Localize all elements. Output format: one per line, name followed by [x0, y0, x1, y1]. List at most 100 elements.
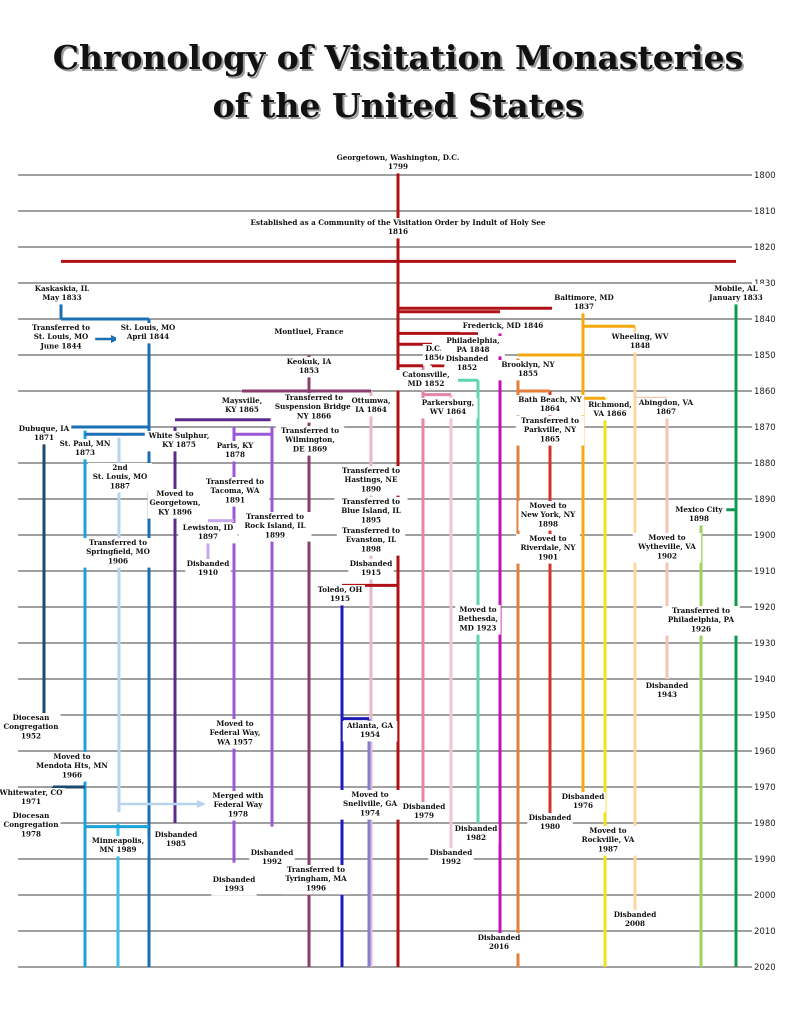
label-line: 1891: [225, 495, 245, 504]
monastery-label-54: Merged with Federal Way 1978: [213, 791, 265, 818]
monastery-label-30: Transferred to Hastings, NE 1890: [342, 466, 400, 493]
label-line: 1915: [361, 568, 381, 577]
label-line: 1985: [166, 839, 186, 848]
monastery-label-50: Atlanta, GA 1954: [346, 721, 394, 739]
label-line: Wilmington,: [284, 435, 335, 444]
label-line: Federal Way,: [210, 728, 261, 737]
label-bg-38: [336, 526, 406, 556]
monastery-label-28: Transferred to Wilmington, DE 1869: [281, 426, 339, 453]
label-line: 2nd: [112, 463, 127, 472]
label-line: Keokuk, IA: [287, 357, 332, 366]
label-line: 1974: [360, 808, 380, 817]
label-bg-9: [459, 321, 547, 333]
label-line: Tyringham, MA: [285, 874, 347, 883]
label-line: White Sulphur,: [148, 431, 210, 440]
monastery-label-39: Transferred to Springfield, MO 1906: [86, 538, 150, 565]
label-bg-30: [336, 466, 406, 496]
label-line: NY 1866: [297, 411, 331, 420]
monastery-label-18: Transferred to Suspension Bridge, NY 1866: [275, 393, 353, 420]
label-line: 2016: [489, 942, 509, 951]
label-bg-53: [1, 811, 61, 841]
label-line: 1867: [656, 407, 676, 416]
monastery-label-67: Disbanded 2008: [614, 910, 657, 928]
label-line: 1852: [457, 363, 477, 372]
monastery-label-25: St. Paul, MN 1873: [60, 439, 111, 457]
label-line: Richmond,: [588, 400, 631, 409]
label-line: 1855: [518, 369, 538, 378]
label-line: MD 1852: [408, 379, 445, 388]
label-bg-25: [55, 439, 115, 460]
label-line: Mendota Hts, MN: [36, 761, 108, 770]
monastery-label-26: White Sulphur, KY 1875: [148, 431, 210, 449]
label-bg-11: [441, 336, 505, 357]
monastery-label-45: Moved to Bethesda, MD 1923: [458, 605, 498, 632]
label-bg-18: [270, 393, 358, 423]
label-bg-23: [636, 398, 696, 419]
label-line: Catonsville,: [402, 370, 449, 379]
label-line: Parkersburg,: [422, 398, 475, 407]
year-tick-1880: 1880: [754, 459, 776, 469]
label-bg-6: [552, 293, 616, 314]
label-line: 1899: [265, 530, 285, 539]
monastery-label-29: 2nd St. Louis, MO 1887: [93, 463, 148, 490]
label-line: Evanston, IL: [346, 535, 396, 544]
monastery-label-16: Parkersburg, WV 1864: [422, 398, 475, 416]
year-tick-1930: 1930: [754, 639, 776, 649]
monastery-label-23: Abingdon, VA 1867: [638, 398, 694, 416]
label-bg-34: [518, 501, 578, 531]
label-bg-60: [88, 836, 148, 857]
label-line: 1952: [21, 731, 41, 740]
label-bg-15: [396, 370, 456, 391]
monastery-label-14: Brooklyn, NY 1855: [501, 360, 555, 378]
label-line: Congregation: [4, 722, 60, 731]
label-line: Disbanded: [646, 681, 689, 690]
label-line: Federal Way: [214, 800, 264, 809]
label-line: 1915: [330, 594, 350, 603]
monastery-label-68: Disbanded 2016: [478, 933, 521, 951]
label-line: KY 1865: [225, 405, 259, 414]
year-tick-1810: 1810: [754, 207, 776, 217]
label-line: 1887: [110, 481, 130, 490]
label-bg-1: [230, 218, 566, 239]
label-line: Transferred to: [342, 526, 400, 535]
year-tick-1840: 1840: [754, 315, 776, 325]
monastery-label-63: Disbanded 1992: [251, 848, 294, 866]
label-bg-35: [671, 505, 727, 526]
label-line: Transferred to: [281, 426, 339, 435]
label-line: 2008: [625, 919, 645, 928]
monastery-label-47: Disbanded 1943: [646, 681, 689, 699]
year-tick-1990: 1990: [754, 855, 776, 865]
label-line: Disbanded: [403, 802, 446, 811]
label-bg-63: [249, 848, 295, 869]
label-bg-10: [422, 344, 446, 365]
label-bg-42: [185, 559, 231, 580]
label-bg-40: [516, 534, 580, 564]
monastery-label-33: Transferred to Blue Island, IL 1895: [341, 497, 401, 524]
monastery-label-55: Moved to Snellville, GA 1974: [343, 790, 398, 817]
label-line: KY 1896: [158, 507, 192, 516]
monastery-label-41: Moved to Wytheville, VA 1902: [637, 533, 696, 560]
label-line: 1901: [538, 552, 558, 561]
label-line: St. Louis, MO: [121, 323, 176, 332]
label-line: Springfield, MO: [86, 547, 150, 556]
label-line: PA 1848: [457, 345, 490, 354]
label-line: St. Paul, MN: [60, 439, 111, 448]
label-bg-0: [331, 153, 465, 174]
year-tick-2000: 2000: [754, 891, 776, 901]
label-line: Georgetown, Washington, D.C.: [337, 153, 460, 162]
label-line: Transferred to: [206, 477, 264, 486]
label-line: DE 1869: [293, 444, 327, 453]
label-line: Disbanded: [430, 848, 473, 857]
label-line: 1926: [691, 624, 711, 633]
label-bg-44: [315, 585, 365, 606]
label-bg-50: [342, 721, 398, 742]
label-line: 1895: [361, 515, 381, 524]
label-line: Georgetown,: [150, 498, 201, 507]
monastery-label-60: Minneapolis, MN 1989: [92, 836, 144, 854]
label-bg-17: [217, 396, 267, 417]
label-line: Wheeling, WV: [611, 332, 669, 341]
label-line: Tacoma, WA: [211, 486, 260, 495]
label-line: 1871: [34, 433, 54, 442]
label-line: Merged with: [213, 791, 265, 800]
label-line: Philadelphia,: [446, 336, 499, 345]
